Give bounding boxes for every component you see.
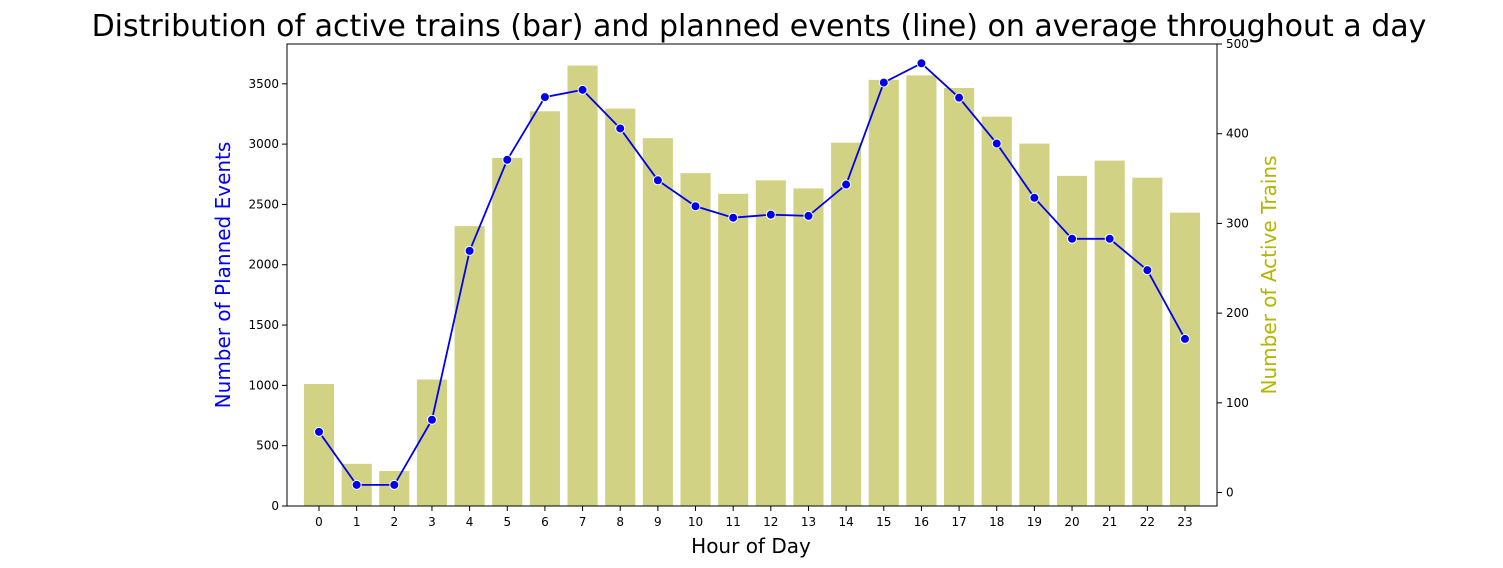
line-point <box>878 77 889 88</box>
bar <box>906 75 937 506</box>
x-tick-label: 6 <box>541 515 549 529</box>
right-y-tick-label: 500 <box>1226 37 1249 51</box>
line-point <box>464 245 475 256</box>
chart-title: Distribution of active trains (bar) and … <box>92 9 1427 44</box>
line-point <box>615 123 626 134</box>
bar <box>303 383 335 506</box>
bar <box>981 116 1012 507</box>
line-series <box>314 58 1190 490</box>
line-point <box>351 479 362 490</box>
x-tick-label: 19 <box>1027 515 1042 529</box>
line-point <box>1067 233 1078 244</box>
line-point <box>1104 233 1115 244</box>
x-tick-label: 23 <box>1177 515 1192 529</box>
line-point <box>577 84 588 95</box>
right-y-tick-label: 200 <box>1226 306 1249 320</box>
left-y-tick-label: 3000 <box>248 137 279 151</box>
bar <box>755 180 786 506</box>
bar <box>1169 212 1201 507</box>
line-point <box>652 175 663 186</box>
x-tick-label: 1 <box>353 515 361 529</box>
x-tick-label: 11 <box>726 515 741 529</box>
bar <box>831 142 862 506</box>
right-y-tick-label: 100 <box>1226 396 1249 410</box>
bar <box>1094 160 1125 507</box>
bar <box>605 108 636 506</box>
x-tick-label: 20 <box>1064 515 1079 529</box>
axes: 0 1 2 3 4 5 6 7 8 9 10 11 12 13 14 15 16 17 18 19 20 21 22 2305… <box>248 37 1248 529</box>
right-y-tick-label: 300 <box>1226 216 1249 230</box>
bar-series <box>303 65 1201 507</box>
left-y-tick-label: 1500 <box>248 318 279 332</box>
x-tick-label: 9 <box>654 515 662 529</box>
left-y-tick-label: 3500 <box>248 77 279 91</box>
x-tick-label: 15 <box>876 515 891 529</box>
x-tick-label: 14 <box>838 515 853 529</box>
x-axis-label: Hour of Day <box>691 534 811 558</box>
line-point <box>954 92 965 103</box>
line-point <box>765 209 776 220</box>
line-point <box>690 201 701 212</box>
series-line <box>318 62 1186 486</box>
line-point <box>539 92 550 103</box>
bar <box>1056 175 1088 507</box>
line-point <box>314 426 325 437</box>
bar <box>492 157 523 506</box>
bar <box>944 87 975 507</box>
bar <box>1132 177 1163 506</box>
line-point <box>1029 192 1040 203</box>
x-tick-label: 18 <box>989 515 1004 529</box>
left-y-tick-label: 2500 <box>248 197 279 211</box>
x-tick-label: 13 <box>801 515 816 529</box>
line-point <box>1142 265 1153 276</box>
bar <box>416 379 448 506</box>
x-tick-label: 4 <box>466 515 474 529</box>
bar <box>642 138 673 507</box>
line-point <box>389 479 400 490</box>
bar <box>567 65 598 507</box>
line-point <box>1179 333 1190 344</box>
line-point <box>426 414 437 425</box>
right-y-tick-label: 400 <box>1226 127 1249 141</box>
x-tick-label: 5 <box>503 515 511 529</box>
left-y-tick-label: 0 <box>271 499 279 513</box>
x-tick-label: 0 <box>315 515 323 529</box>
x-tick-label: 21 <box>1102 515 1117 529</box>
line-point <box>916 58 927 69</box>
bar <box>454 226 485 506</box>
plot-frame <box>286 43 1218 507</box>
line-point <box>991 138 1002 149</box>
line-point <box>803 210 814 221</box>
bar <box>680 173 711 506</box>
x-tick-label: 2 <box>390 515 398 529</box>
left-y-axis-label: Number of Planned Events <box>211 142 235 409</box>
bar <box>529 111 560 506</box>
x-tick-label: 17 <box>951 515 966 529</box>
bar <box>1019 143 1050 506</box>
x-tick-label: 7 <box>579 515 587 529</box>
left-y-tick-label: 2000 <box>248 258 279 272</box>
x-tick-label: 10 <box>688 515 703 529</box>
line-point <box>502 154 513 165</box>
x-tick-label: 8 <box>616 515 624 529</box>
right-y-tick-label: 0 <box>1226 486 1234 500</box>
bar <box>793 188 824 506</box>
x-tick-label: 22 <box>1140 515 1155 529</box>
left-y-tick-label: 1000 <box>248 378 279 392</box>
right-y-axis-label: Number of Active Trains <box>1257 156 1281 395</box>
line-point <box>728 212 739 223</box>
line-point <box>841 179 852 190</box>
x-tick-label: 3 <box>428 515 436 529</box>
bar <box>718 193 749 506</box>
left-y-tick-label: 500 <box>256 439 279 453</box>
bar <box>868 79 899 507</box>
x-tick-label: 12 <box>763 515 778 529</box>
x-tick-label: 16 <box>914 515 929 529</box>
